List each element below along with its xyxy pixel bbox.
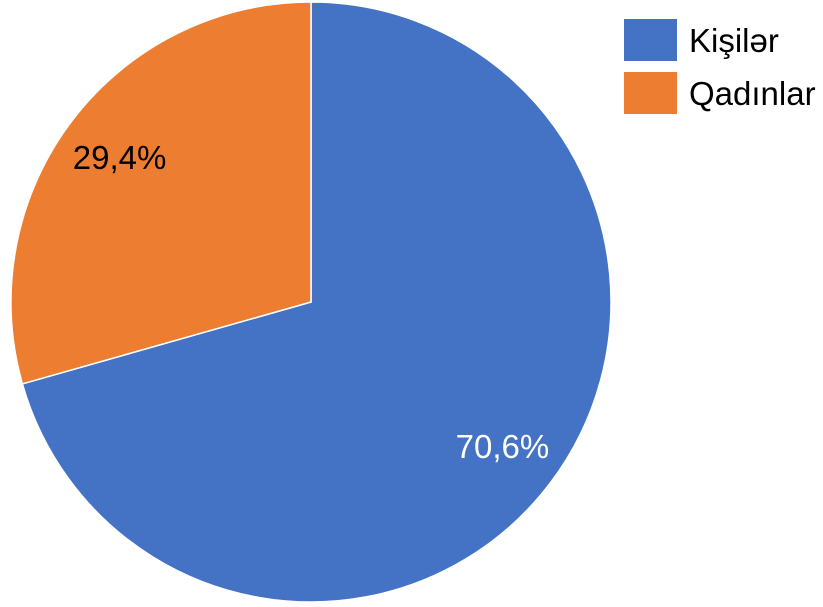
- legend-swatch-qadinlar: [624, 72, 677, 114]
- data-labels-layer: 70,6% 29,4%: [73, 139, 550, 465]
- data-label-qadinlar: 29,4%: [73, 139, 167, 176]
- legend-item-kisiler: Kişilər: [624, 16, 819, 64]
- data-label-kisiler: 70,6%: [456, 428, 550, 465]
- slices-layer: [10, 1, 612, 603]
- legend-label-qadinlar: Qadınlar: [689, 74, 816, 112]
- legend-label-kisiler: Kişilər: [689, 21, 779, 59]
- legend: Kişilər Qadınlar: [624, 16, 819, 122]
- pie-slice-kisiler: [21, 1, 612, 603]
- legend-swatch-kisiler: [624, 19, 677, 61]
- legend-item-qadinlar: Qadınlar: [624, 69, 819, 117]
- pie-slice-qadinlar: [10, 1, 312, 385]
